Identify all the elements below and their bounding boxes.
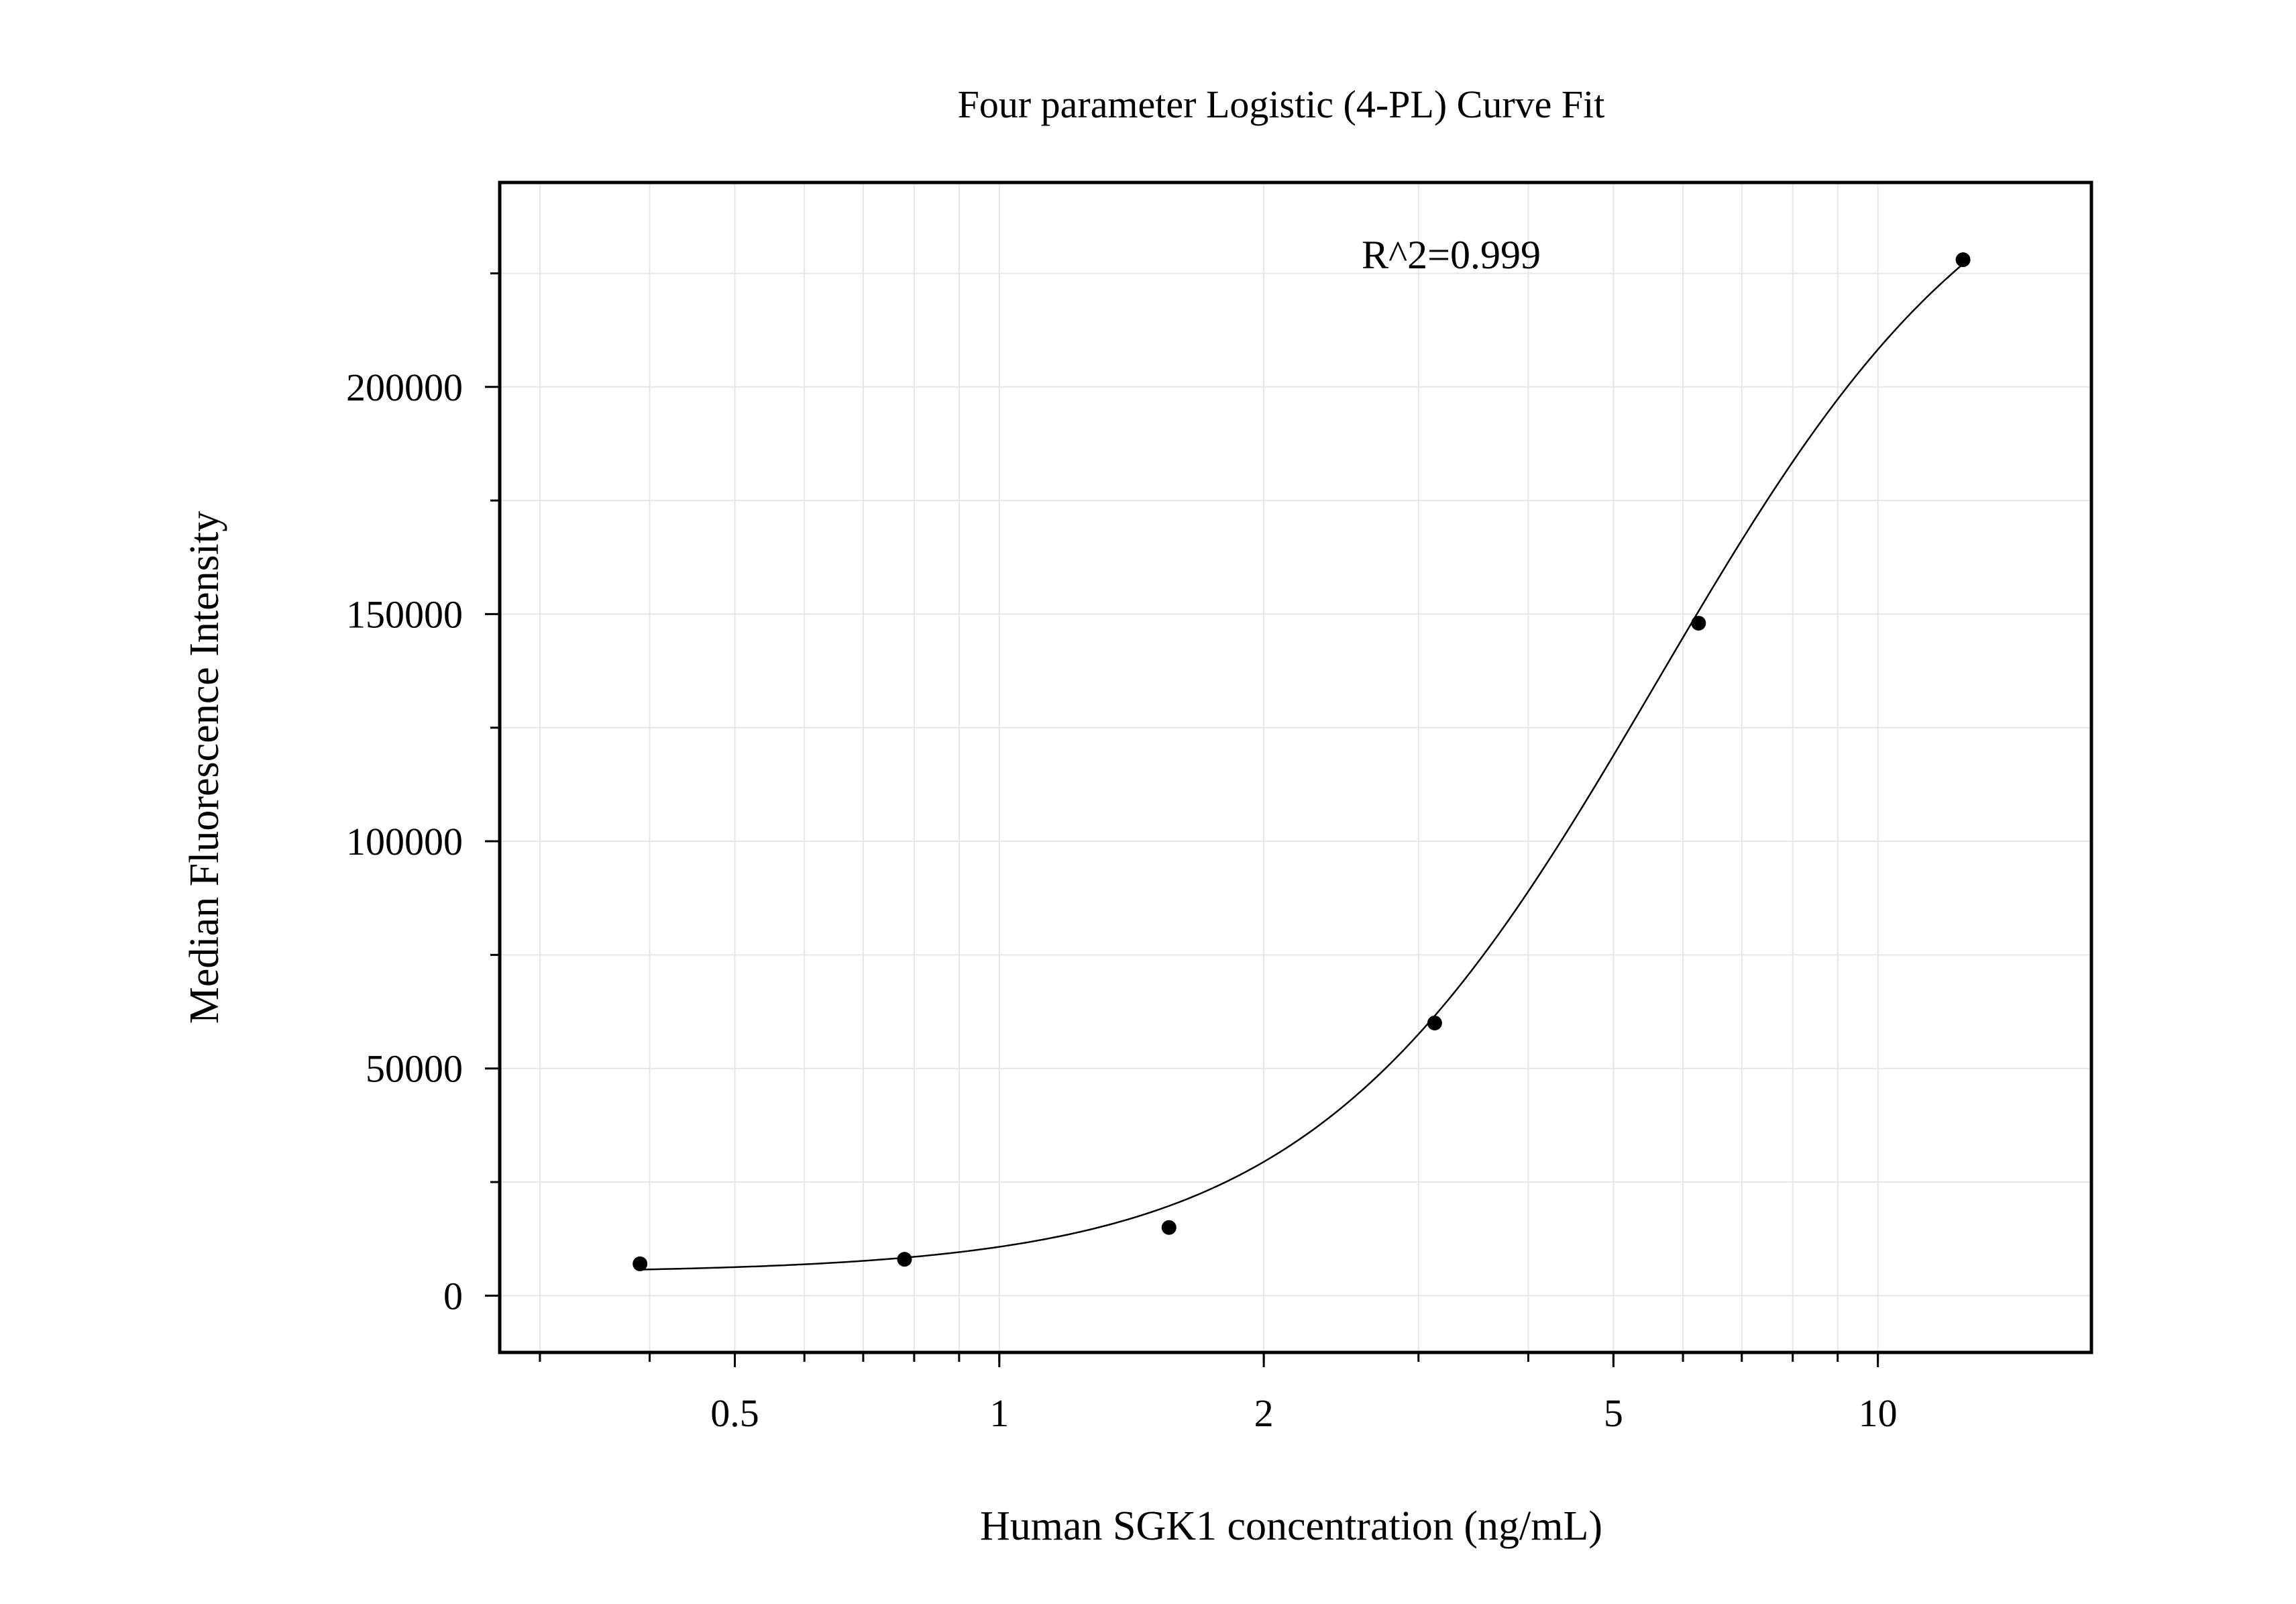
data-point-4 xyxy=(1427,1015,1442,1030)
y-tick-label: 50000 xyxy=(366,1047,463,1091)
y-axis-label: Median Fluorescence Intensity xyxy=(182,511,227,1024)
x-tick-label: 0.5 xyxy=(710,1391,759,1435)
chart-title: Four parameter Logistic (4-PL) Curve Fit xyxy=(958,83,1605,126)
plot-frame xyxy=(498,180,2093,1354)
fit-curve xyxy=(640,263,1964,1271)
fit-layer xyxy=(640,263,1964,1271)
r-squared-annotation: R^2=0.999 xyxy=(1362,233,1541,277)
x-axis: 0.5 1 2 5 10 xyxy=(539,1352,1898,1435)
x-tick-label: 2 xyxy=(1254,1391,1274,1435)
x-axis-label: Human SGK1 concentration (ng/mL) xyxy=(980,1503,1602,1549)
data-point-5 xyxy=(1691,615,1706,631)
points-layer xyxy=(633,252,1971,1271)
data-point-1 xyxy=(633,1256,648,1271)
data-point-2 xyxy=(897,1252,912,1267)
x-tick-label: 5 xyxy=(1604,1391,1623,1435)
y-tick-label: 0 xyxy=(443,1274,463,1318)
data-point-3 xyxy=(1161,1220,1177,1235)
y-tick-label: 100000 xyxy=(346,820,463,863)
grid xyxy=(500,182,2091,1352)
y-tick-label: 200000 xyxy=(346,366,463,409)
y-tick-label: 150000 xyxy=(346,592,463,636)
x-tick-label: 10 xyxy=(1859,1391,1898,1435)
y-axis: 0 50000 100000 150000 200000 xyxy=(346,272,500,1318)
data-point-6 xyxy=(1955,252,1971,268)
x-tick-label: 1 xyxy=(989,1391,1009,1435)
